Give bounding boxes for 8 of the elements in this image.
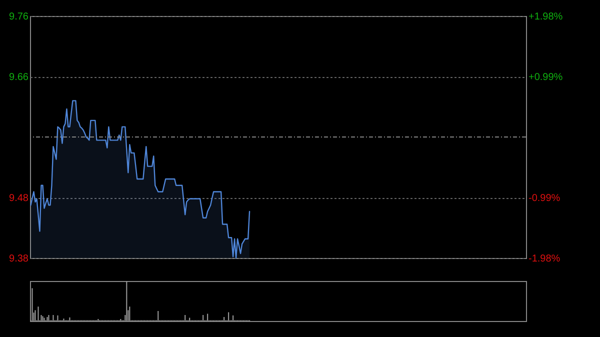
y2-tick-label: -1.98% — [528, 254, 560, 264]
y-tick-label: 9.76 — [9, 12, 29, 22]
y2-tick-label: +0.99% — [528, 72, 563, 83]
y-tick-label: 9.66 — [9, 72, 29, 83]
y-tick-label: 9.48 — [9, 193, 29, 204]
y-tick-label: 9.38 — [9, 254, 29, 264]
y2-tick-label: -0.99% — [528, 193, 560, 204]
y2-tick-label: +1.98% — [528, 12, 563, 22]
